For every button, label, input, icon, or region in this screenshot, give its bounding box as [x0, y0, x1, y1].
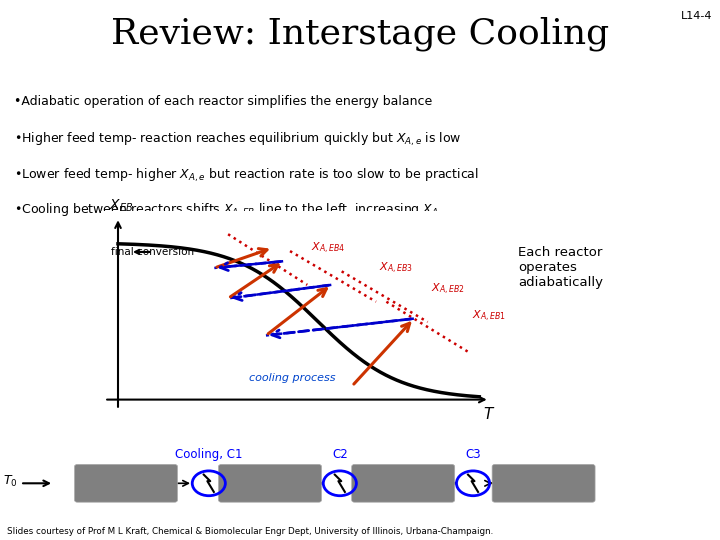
Text: $X_{A,EB3}$: $X_{A,EB3}$: [379, 261, 413, 276]
Text: C2: C2: [332, 448, 348, 461]
Text: •Higher feed temp- reaction reaches equilibrium quickly but $X_{A,e}$ is low: •Higher feed temp- reaction reaches equi…: [14, 131, 462, 148]
Text: Slides courtesy of Prof M L Kraft, Chemical & Biomolecular Engr Dept, University: Slides courtesy of Prof M L Kraft, Chemi…: [7, 526, 493, 536]
Text: $T_0$: $T_0$: [4, 474, 18, 489]
Text: final conversion: final conversion: [111, 247, 194, 257]
Text: •Cooling between reactors shifts $X_{A,EB}$ line to the left, increasing $X_A$: •Cooling between reactors shifts $X_{A,E…: [14, 202, 439, 219]
Text: Reactor 1: Reactor 1: [94, 477, 158, 490]
Text: Each reactor
operates
adiabatically: Each reactor operates adiabatically: [518, 246, 603, 289]
Text: Reactor 3: Reactor 3: [372, 477, 435, 490]
Text: T: T: [483, 407, 492, 422]
Text: Review: Interstage Cooling: Review: Interstage Cooling: [111, 16, 609, 51]
Text: $X_{A,EB2}$: $X_{A,EB2}$: [431, 281, 465, 296]
Text: $X_{A,EB1}$: $X_{A,EB1}$: [472, 308, 506, 323]
Text: Cooling, C1: Cooling, C1: [175, 448, 243, 461]
Text: Reactor 4: Reactor 4: [512, 477, 575, 490]
Text: L14-4: L14-4: [681, 11, 713, 21]
Text: •Adiabatic operation of each reactor simplifies the energy balance: •Adiabatic operation of each reactor sim…: [14, 94, 433, 107]
Text: cooling process: cooling process: [248, 373, 336, 383]
Text: Reactor 2: Reactor 2: [238, 477, 302, 490]
Text: C3: C3: [465, 448, 481, 461]
Text: $X_{A,EB4}$: $X_{A,EB4}$: [311, 241, 345, 256]
Text: $X_{EB}$: $X_{EB}$: [109, 198, 134, 214]
Text: •Lower feed temp- higher $X_{A,e}$ but reaction rate is too slow to be practical: •Lower feed temp- higher $X_{A,e}$ but r…: [14, 166, 480, 184]
